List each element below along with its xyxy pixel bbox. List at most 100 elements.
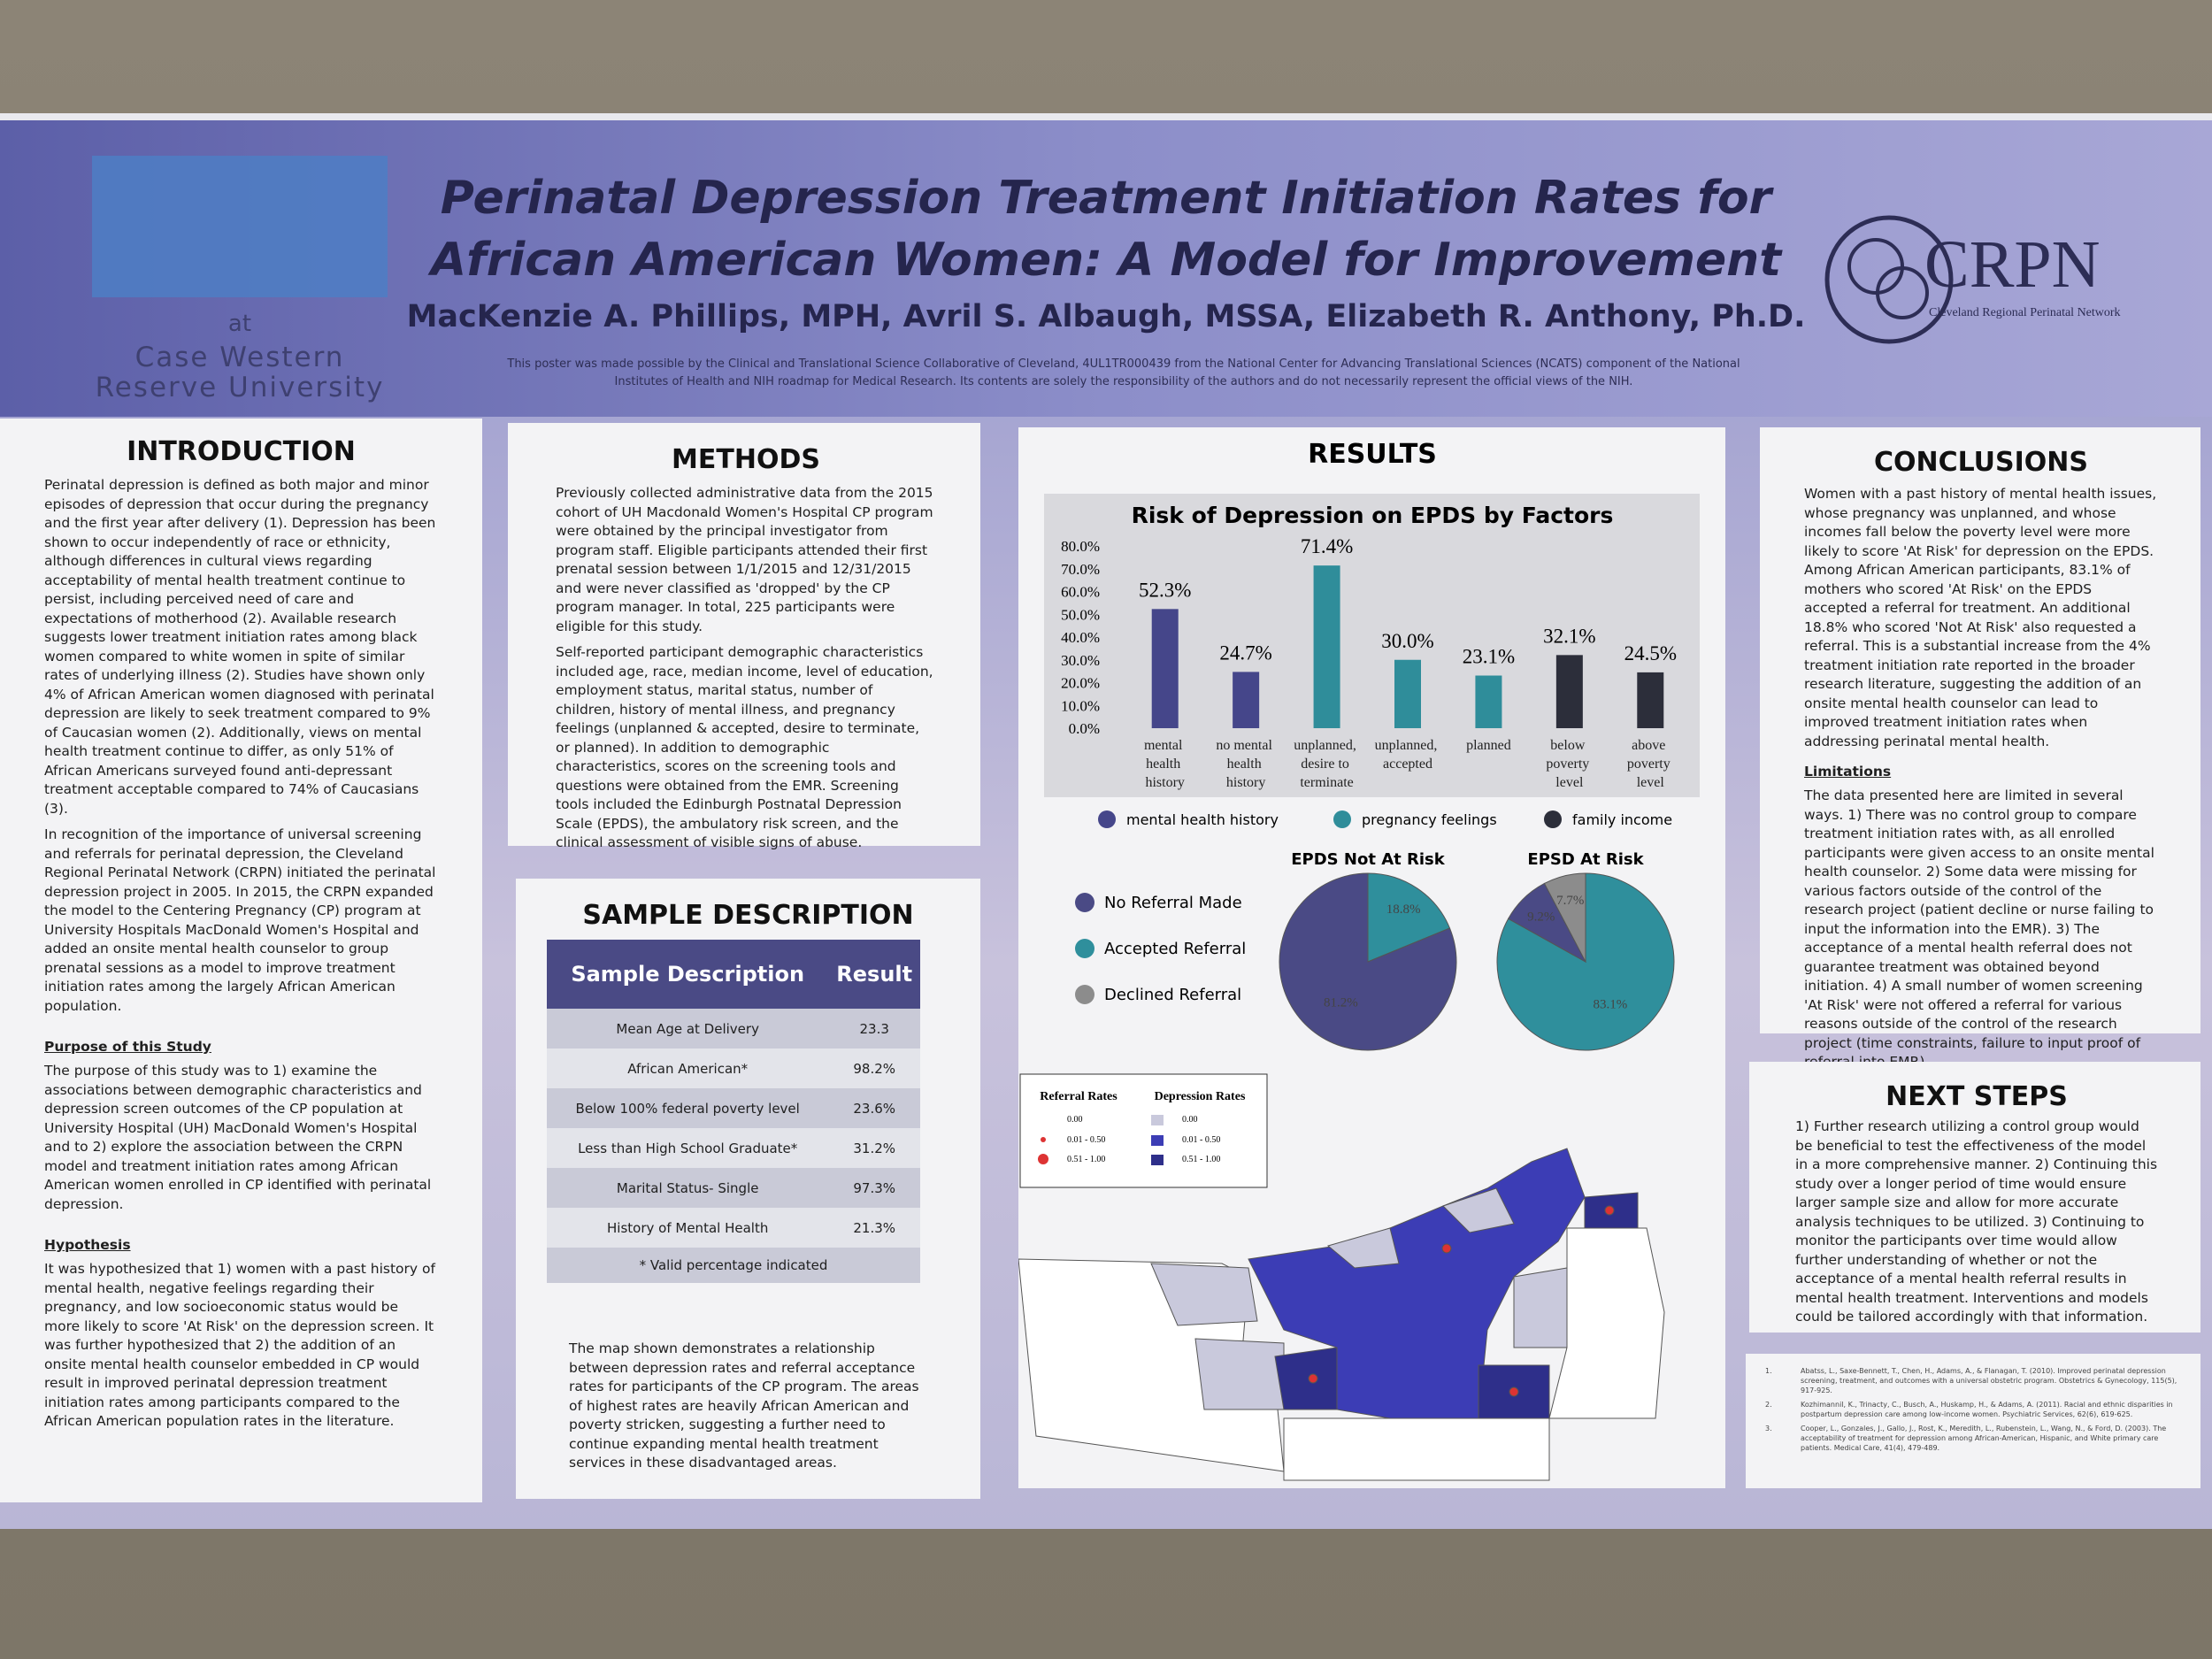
- value-label: 52.3%: [1139, 579, 1191, 601]
- title: Perinatal Depression Treatment Initiatio…: [440, 172, 1772, 225]
- value-label: 71.4%: [1301, 535, 1353, 557]
- y-tick-label: 0.0%: [1069, 720, 1100, 737]
- bar: [1394, 659, 1421, 728]
- table-cell: 23.3: [859, 1020, 889, 1037]
- legend-label: mental health history: [1126, 811, 1279, 828]
- pie-slice: [1543, 872, 1586, 963]
- next-steps-panel: NEXT STEPS 1) Further research utilizing…: [1749, 1062, 2200, 1333]
- reference-text: Kozhimannil, K., Trinacty, C., Busch, A.…: [1801, 1401, 2173, 1418]
- reference-number: 1.: [1765, 1367, 1772, 1375]
- reference-number: 2.: [1765, 1401, 1772, 1409]
- table-row: Marital Status- Single 97.3%: [547, 1168, 920, 1208]
- y-tick-label: 80.0%: [1061, 538, 1100, 555]
- x-tick-label: above poverty level: [1627, 738, 1674, 790]
- chart-background: [1044, 494, 1700, 797]
- paragraph: It was hypothesized that 1) women with a…: [44, 1261, 435, 1429]
- y-tick-label: 40.0%: [1061, 629, 1100, 646]
- x-tick-label: no mental health history: [1216, 738, 1276, 790]
- y-tick-label: 70.0%: [1061, 561, 1100, 578]
- column-header: Sample Description: [547, 940, 829, 1009]
- table-cell: African American*: [627, 1060, 749, 1077]
- paragraph: Women with a past history of mental heal…: [1804, 486, 2157, 749]
- table-cell: Mean Age at Delivery: [616, 1020, 759, 1037]
- legend-label: Declined Referral: [1104, 986, 1241, 1004]
- bar: [1637, 672, 1664, 728]
- table-cell: 97.3%: [853, 1179, 896, 1196]
- table-cell: History of Mental Health: [607, 1219, 769, 1236]
- value-label: 24.7%: [1219, 641, 1271, 664]
- legend-label: family income: [1572, 811, 1672, 828]
- map-legend-symbol: [1151, 1135, 1164, 1146]
- legend-label: No Referral Made: [1104, 894, 1242, 912]
- heading: INTRODUCTION: [127, 436, 356, 467]
- bar: [1151, 609, 1179, 728]
- table-cell: 23.6%: [853, 1100, 896, 1117]
- paragraph: Previously collected administrative data…: [556, 485, 933, 634]
- table-row: Less than High School Graduate* 31.2%: [547, 1128, 920, 1168]
- bar: [1555, 655, 1583, 728]
- x-tick-label: unplanned, desire to terminate: [1294, 738, 1360, 790]
- reference-number: 3.: [1765, 1425, 1772, 1432]
- logo-at: at: [227, 311, 252, 337]
- reference-text: Cooper, L., Gonzales, J., Gallo, J., Ros…: [1801, 1425, 2167, 1452]
- map-legend-item: 0.01 - 0.50: [1182, 1135, 1220, 1145]
- paragraph: The purpose of this study was to 1) exam…: [44, 1063, 432, 1212]
- legend-marker: [1333, 810, 1351, 828]
- paragraph: The data presented here are limited in s…: [1804, 787, 2154, 1070]
- sample-table: Sample Description Result Mean Age at Del…: [547, 940, 920, 1283]
- legend-marker: [1075, 893, 1094, 912]
- table-cell: 31.2%: [853, 1140, 896, 1156]
- map-legend-item: 0.00: [1182, 1115, 1198, 1125]
- conclusions-panel: CONCLUSIONS Women with a past history of…: [1760, 427, 2200, 1070]
- bar: [1313, 565, 1340, 728]
- map: [1018, 1148, 1665, 1481]
- map-legend-item: 0.51 - 1.00: [1182, 1155, 1220, 1164]
- legend-marker: [1075, 985, 1094, 1004]
- x-tick-label: unplanned, accepted: [1375, 738, 1441, 772]
- table-cell: Marital Status- Single: [616, 1179, 759, 1196]
- slice-label: 83.1%: [1593, 997, 1627, 1011]
- table-row: History of Mental Health 21.3%: [547, 1208, 920, 1248]
- map-legend-title: Referral Rates: [1040, 1090, 1118, 1103]
- map-legend-symbol: [1041, 1137, 1046, 1142]
- table-cell: 21.3%: [853, 1219, 896, 1236]
- poster: at Case Western Reserve University Perin…: [0, 113, 2212, 1529]
- reference: 2. Kozhimannil, K., Trinacty, C., Busch, …: [1765, 1400, 2181, 1419]
- value-label: 24.5%: [1624, 642, 1677, 664]
- crpn-subtitle: Cleveland Regional Perinatal Network: [1929, 306, 2121, 319]
- table-row: Mean Age at Delivery 23.3: [547, 1009, 920, 1048]
- map-legend-item: 0.51 - 1.00: [1067, 1155, 1105, 1164]
- table-row: Below 100% federal poverty level 23.6%: [547, 1088, 920, 1128]
- paragraph: The map shown demonstrates a relationshi…: [569, 1340, 919, 1471]
- paragraph: Self-reported participant demographic ch…: [556, 644, 933, 850]
- chart-title: Risk of Depression on EPDS by Factors: [1132, 503, 1614, 528]
- map-legend-item: 0.00: [1067, 1115, 1083, 1125]
- sample-panel: SAMPLE DESCRIPTION Sample Description Res…: [516, 879, 980, 1499]
- slice-label: 9.2%: [1527, 910, 1555, 924]
- authors: MacKenzie A. Phillips, MPH, Avril S. Alb…: [406, 299, 1806, 334]
- table-row: * Valid percentage indicated: [547, 1248, 920, 1283]
- legend-marker: [1098, 810, 1116, 828]
- map-legend-title: Depression Rates: [1155, 1090, 1246, 1103]
- bar: [1233, 672, 1260, 728]
- heading: NEXT STEPS: [1886, 1081, 2068, 1112]
- table-row: African American* 98.2%: [547, 1048, 920, 1088]
- legend-marker: [1075, 939, 1094, 958]
- slice-label: 18.8%: [1386, 902, 1421, 917]
- y-tick-label: 60.0%: [1061, 584, 1100, 601]
- pie-slice: [1279, 872, 1457, 1051]
- map-legend-symbol: [1151, 1155, 1164, 1165]
- crpn-emblem: [1824, 215, 1954, 344]
- heading: METHODS: [672, 444, 820, 475]
- subheading: Limitations: [1804, 764, 1892, 780]
- map-legend-symbol: [1038, 1154, 1048, 1164]
- pie-title: EPDS Not At Risk: [1291, 850, 1446, 869]
- paragraph: 1) Further research utilizing a control …: [1795, 1118, 2158, 1325]
- y-tick-label: 50.0%: [1061, 606, 1100, 623]
- y-tick-label: 30.0%: [1061, 652, 1100, 669]
- logo-text: Reserve University: [95, 372, 385, 403]
- pie-title: EPSD At Risk: [1527, 850, 1644, 869]
- results-graphics: RESULTS Referral Rates Depression Rates: [1018, 439, 1700, 1481]
- title: African American Women: A Model for Impr…: [430, 234, 1782, 287]
